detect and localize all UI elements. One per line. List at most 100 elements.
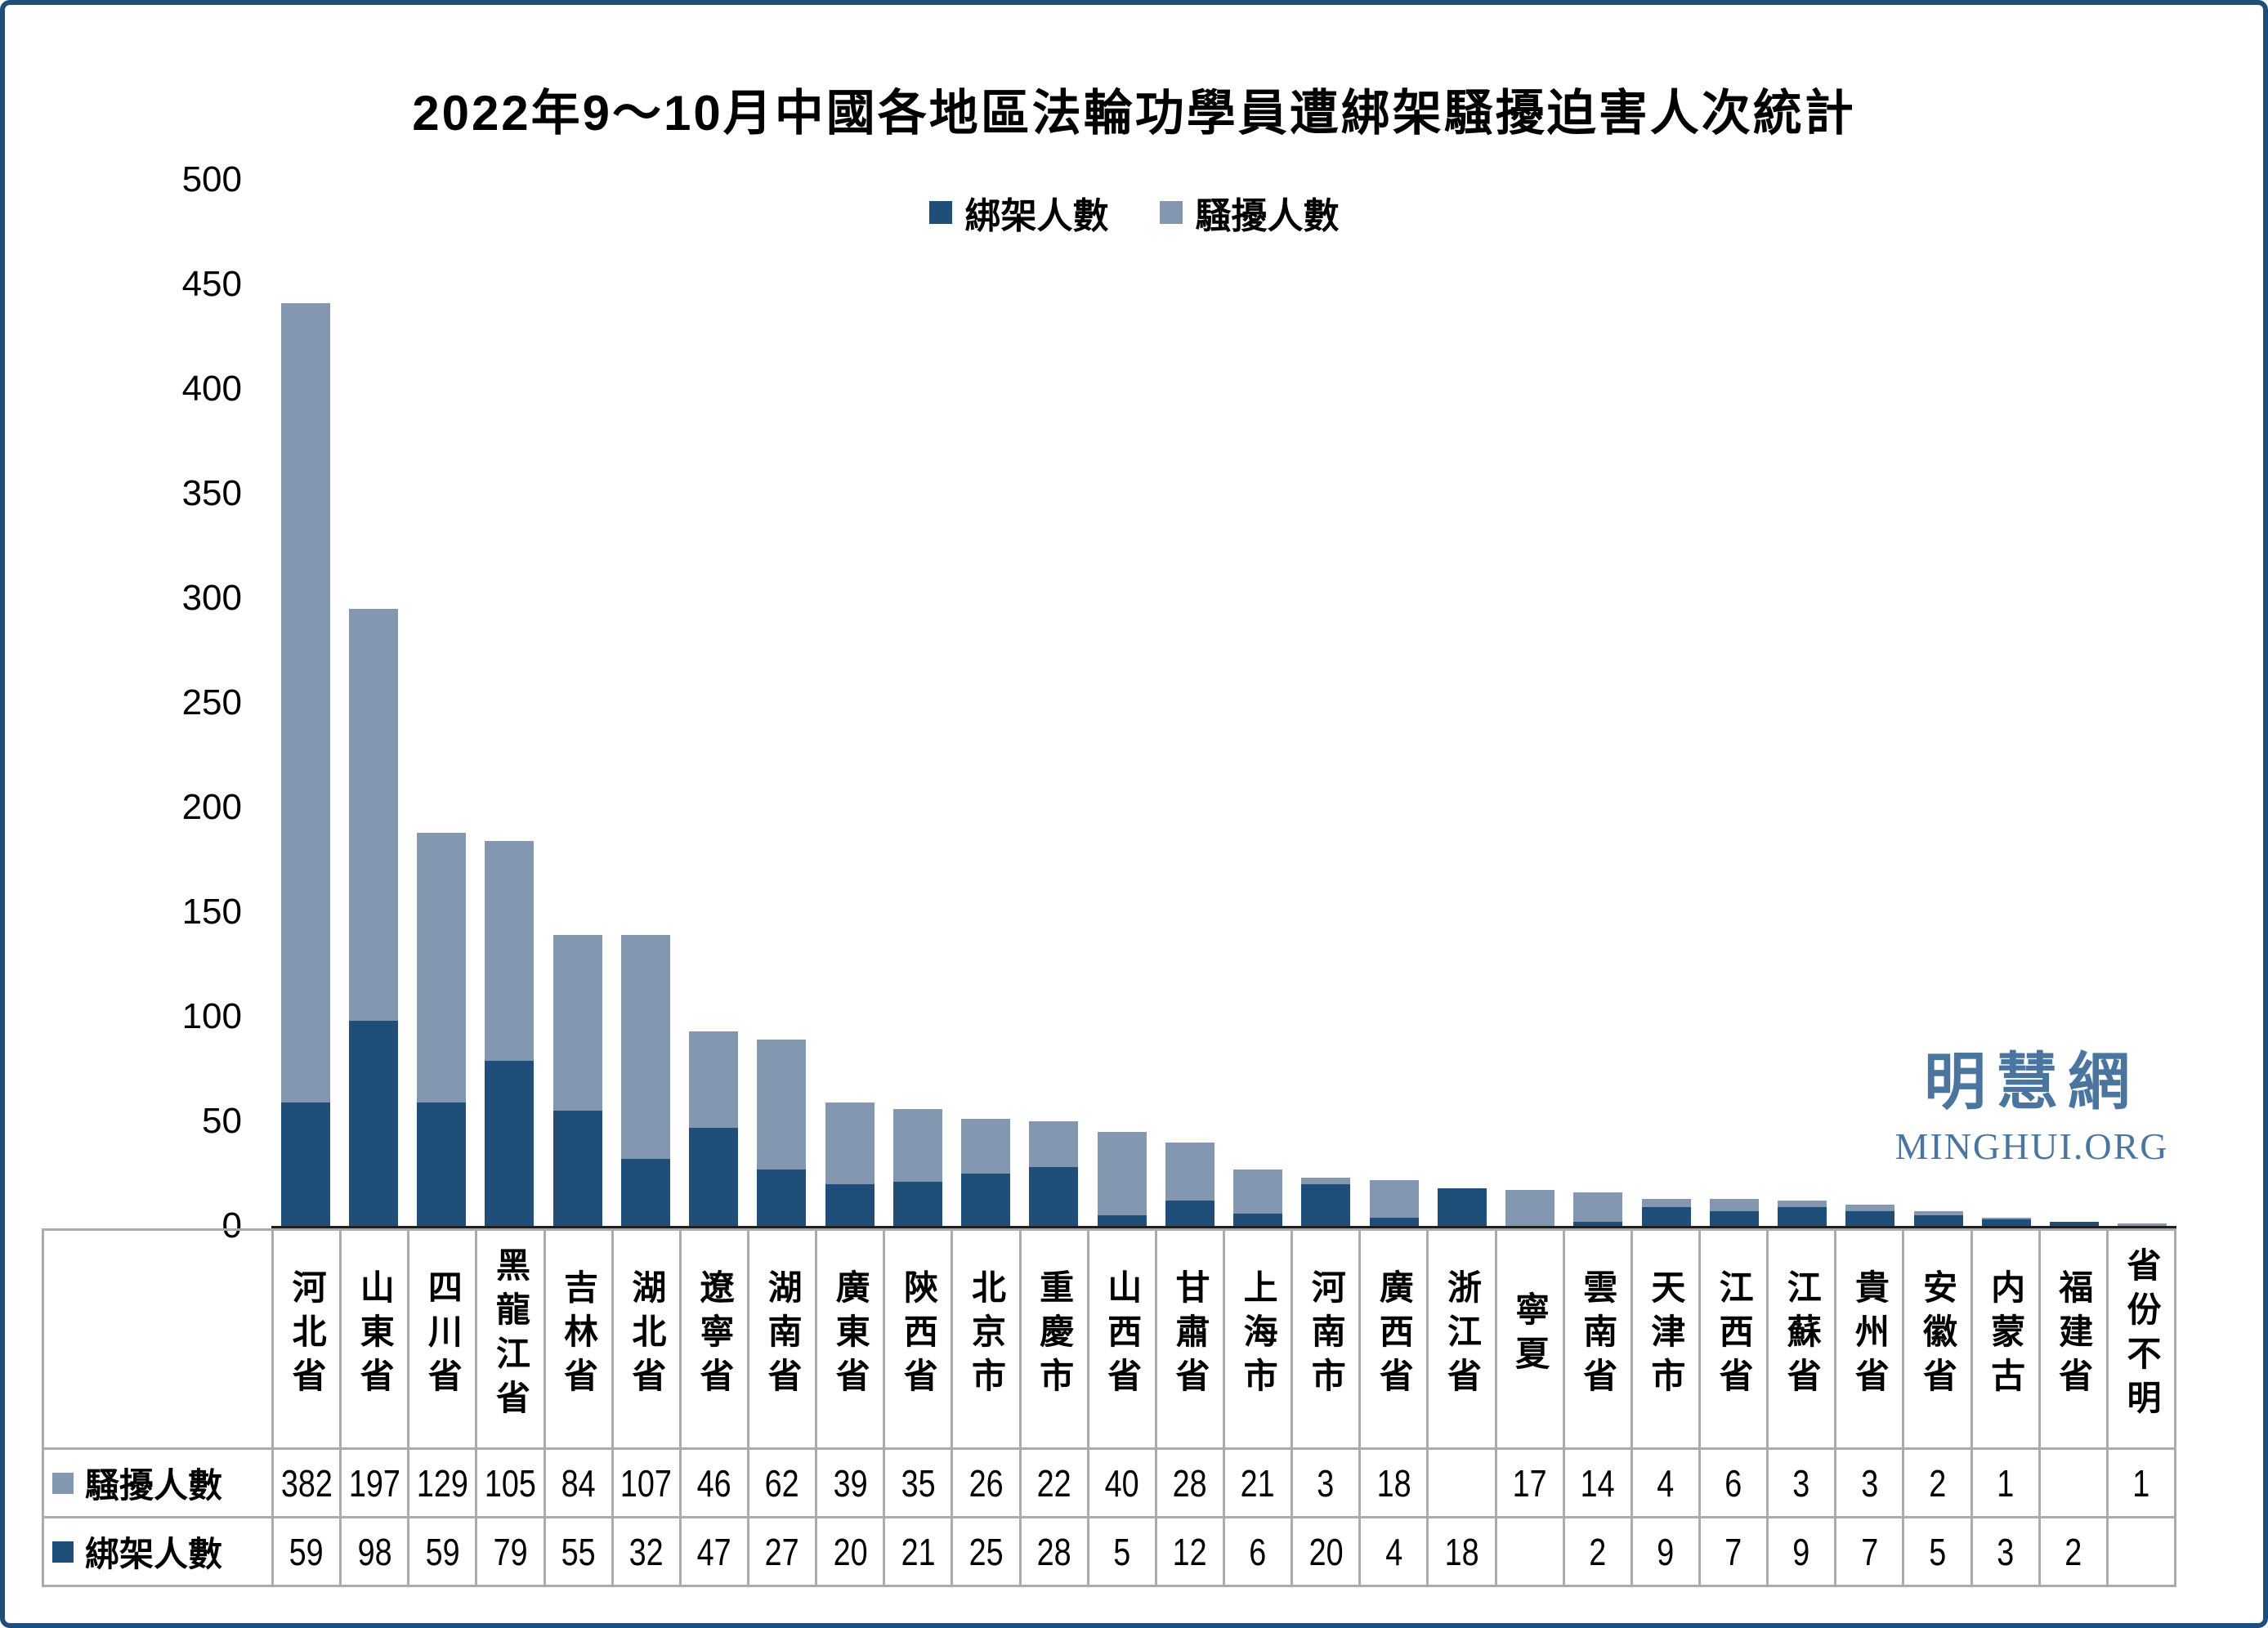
stacked-bar bbox=[348, 608, 398, 1226]
value-cell-kidnapped: 2 bbox=[2038, 1516, 2109, 1587]
bar-segment-harassed bbox=[1778, 1201, 1827, 1207]
category-cell: 天津市 bbox=[1630, 1228, 1701, 1450]
bar-segment-harassed bbox=[1301, 1178, 1351, 1184]
y-tick-label: 100 bbox=[181, 996, 242, 1036]
value-cell-harassed: 84 bbox=[543, 1447, 614, 1518]
value-cell-harassed: 46 bbox=[678, 1447, 749, 1518]
value-cell-kidnapped bbox=[1494, 1516, 1565, 1587]
bar-slot bbox=[1972, 180, 2040, 1226]
value-cell-harassed: 62 bbox=[746, 1447, 818, 1518]
category-label: 重慶市 bbox=[1035, 1268, 1074, 1402]
value-text: 40 bbox=[1104, 1461, 1139, 1505]
category-cell: 河北省 bbox=[271, 1228, 342, 1450]
category-label: 安徽省 bbox=[1918, 1268, 1957, 1402]
value-text: 9 bbox=[1792, 1530, 1810, 1573]
category-label: 甘肅省 bbox=[1170, 1268, 1210, 1402]
value-cell-harassed: 39 bbox=[815, 1447, 886, 1518]
bar-slot bbox=[2041, 180, 2109, 1226]
value-text: 25 bbox=[968, 1530, 1004, 1573]
category-cell: 省份不明 bbox=[2105, 1228, 2177, 1450]
table-value-row-kidnapped: 綁架人數 59 98 59 79 55 32 47 27 20 21 25 28 5 12 6 20 4 18 2 9 7… bbox=[42, 1516, 2177, 1587]
value-cell-kidnapped: 6 bbox=[1222, 1516, 1294, 1587]
bar-segment-kidnapped bbox=[1165, 1201, 1215, 1226]
category-cell: 重慶市 bbox=[1018, 1228, 1089, 1450]
value-cell-kidnapped: 7 bbox=[1698, 1516, 1769, 1587]
value-cell-harassed: 1 bbox=[1970, 1447, 2041, 1518]
value-cell-harassed: 105 bbox=[475, 1447, 546, 1518]
value-text: 17 bbox=[1512, 1461, 1547, 1505]
watermark-chinese: 明慧網 bbox=[1924, 1048, 2140, 1117]
value-cell-kidnapped: 4 bbox=[1358, 1516, 1429, 1587]
y-tick-label: 250 bbox=[181, 682, 242, 722]
bar-segment-kidnapped bbox=[552, 1111, 602, 1226]
bar-segment-harassed bbox=[348, 608, 398, 1022]
value-text: 28 bbox=[1172, 1461, 1207, 1505]
value-cell-kidnapped: 5 bbox=[1902, 1516, 1973, 1587]
category-cell: 四川省 bbox=[407, 1228, 478, 1450]
value-cell-harassed: 18 bbox=[1358, 1447, 1429, 1518]
value-text: 7 bbox=[1724, 1530, 1742, 1573]
value-text: 3 bbox=[1997, 1530, 2015, 1573]
bar-segment-kidnapped bbox=[348, 1021, 398, 1226]
bar-segment-harassed bbox=[1845, 1205, 1895, 1212]
value-text: 7 bbox=[1860, 1530, 1878, 1573]
category-label: 上海市 bbox=[1239, 1268, 1278, 1402]
value-cell-harassed bbox=[1426, 1447, 1497, 1518]
bar-segment-harassed bbox=[2118, 1223, 2167, 1226]
bar-slot bbox=[748, 180, 816, 1226]
value-cell-harassed: 40 bbox=[1086, 1447, 1157, 1518]
bar-slot bbox=[408, 180, 476, 1226]
category-cell: 雲南省 bbox=[1562, 1228, 1633, 1450]
value-cell-harassed: 14 bbox=[1562, 1447, 1633, 1518]
value-cell-harassed: 22 bbox=[1018, 1447, 1089, 1518]
value-text: 4 bbox=[1385, 1530, 1402, 1573]
stacked-bar bbox=[417, 832, 467, 1226]
row-label-text: 騷擾人數 bbox=[85, 1466, 223, 1505]
value-text: 27 bbox=[765, 1530, 800, 1573]
value-text: 14 bbox=[1580, 1461, 1615, 1505]
bar-slot bbox=[1156, 180, 1223, 1226]
row-key-swatch-harassed-icon bbox=[52, 1472, 74, 1494]
value-cell-kidnapped: 3 bbox=[1970, 1516, 2041, 1587]
bar-slot bbox=[1360, 180, 1428, 1226]
value-text: 105 bbox=[485, 1461, 536, 1505]
category-cell: 黑龍江省 bbox=[475, 1228, 546, 1450]
stacked-bar bbox=[1233, 1169, 1283, 1226]
legend-item-harassed: 騷擾人數 bbox=[1159, 186, 1340, 239]
stacked-bar bbox=[825, 1102, 875, 1226]
category-cell: 吉林省 bbox=[543, 1228, 614, 1450]
legend-swatch-kidnapped-icon bbox=[928, 201, 952, 224]
stacked-bar bbox=[961, 1119, 1011, 1226]
value-text: 2 bbox=[2064, 1530, 2082, 1573]
bar-slot bbox=[1496, 180, 1564, 1226]
stacked-bar bbox=[1165, 1142, 1215, 1226]
value-cell-harassed: 129 bbox=[407, 1447, 478, 1518]
stacked-bar bbox=[1369, 1179, 1419, 1226]
bar-segment-kidnapped bbox=[1981, 1219, 2031, 1226]
stacked-bar bbox=[1641, 1198, 1691, 1226]
bar-slot bbox=[611, 180, 679, 1226]
category-label: 福建省 bbox=[2054, 1268, 2093, 1402]
value-cell-kidnapped: 25 bbox=[951, 1516, 1022, 1587]
value-text: 35 bbox=[901, 1461, 936, 1505]
value-cell-harassed: 1 bbox=[2105, 1447, 2177, 1518]
stacked-bar bbox=[1845, 1205, 1895, 1226]
category-cell: 廣西省 bbox=[1358, 1228, 1429, 1450]
bar-segment-harassed bbox=[1709, 1198, 1759, 1212]
value-text: 2 bbox=[1928, 1461, 1946, 1505]
stacked-bar bbox=[1029, 1121, 1079, 1226]
bar-segment-kidnapped bbox=[1913, 1215, 1963, 1226]
table-value-row-harassed: 騷擾人數 382 197 129 105 84 107 46 62 39 35 26 22 40 28 21 3… bbox=[42, 1447, 2177, 1518]
table-category-row: 河北省 山東省 四川省 黑龍江省 吉林省 湖北省 遼寧省 湖南省 廣東省 陝西省 北京市 重慶市 山西省… bbox=[42, 1228, 2177, 1450]
value-cell-kidnapped: 21 bbox=[883, 1516, 954, 1587]
value-text: 28 bbox=[1036, 1530, 1071, 1573]
bar-slot bbox=[2109, 180, 2176, 1226]
value-text: 1 bbox=[2132, 1461, 2150, 1505]
bar-segment-harassed bbox=[620, 935, 670, 1160]
category-cell: 寧夏 bbox=[1494, 1228, 1565, 1450]
value-cell-kidnapped: 20 bbox=[1291, 1516, 1362, 1587]
chart-title: 2022年9～10月中國各地區法輪功學員遭綁架騷擾迫害人次統計 bbox=[412, 86, 1856, 141]
value-text: 20 bbox=[1308, 1530, 1344, 1573]
value-cell-kidnapped: 7 bbox=[1834, 1516, 1905, 1587]
value-text: 382 bbox=[280, 1461, 333, 1505]
